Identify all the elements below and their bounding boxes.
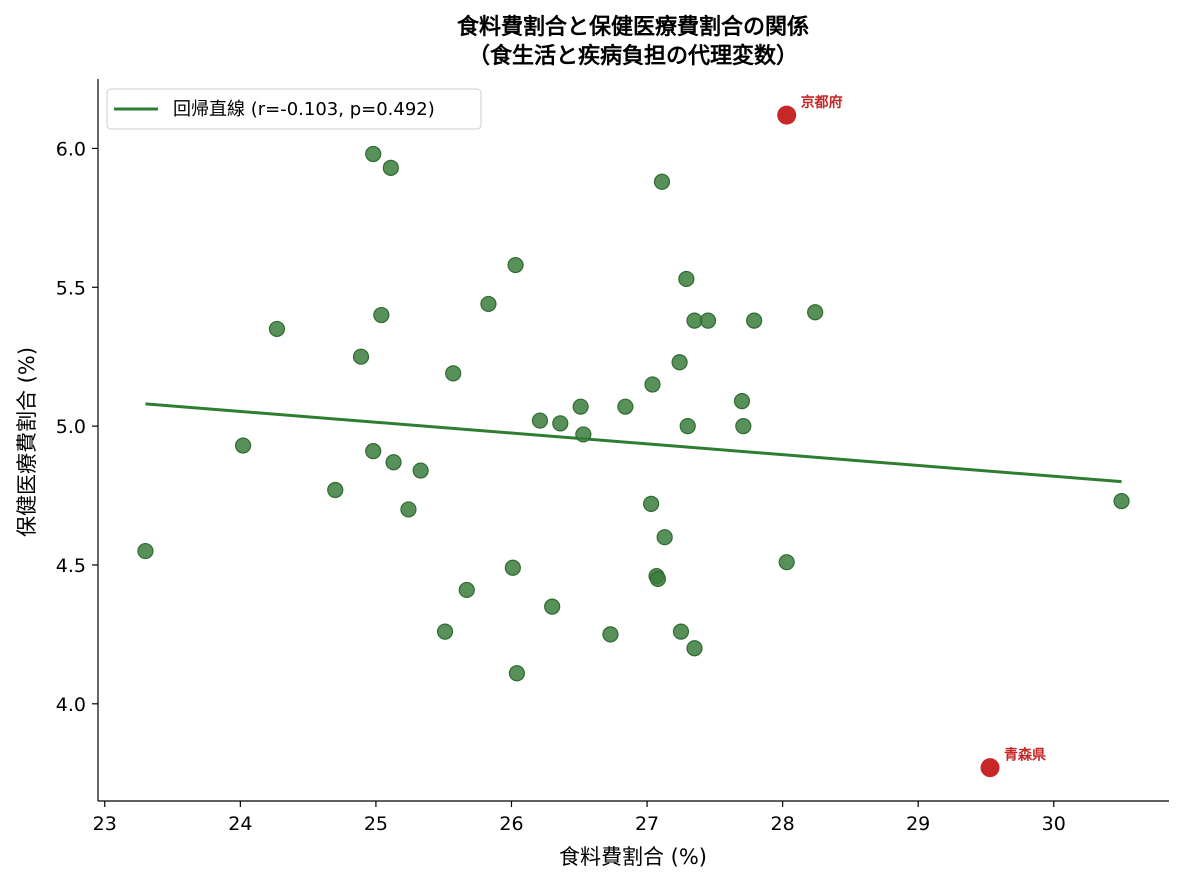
x-tick-label: 27 — [635, 813, 659, 835]
data-point — [575, 426, 592, 443]
data-point — [507, 256, 524, 274]
data-point — [686, 640, 703, 657]
y-axis-label: 保健医療費割合 (%) — [15, 347, 39, 537]
data-point — [385, 454, 402, 471]
x-tick-label: 24 — [228, 813, 252, 835]
data-point — [686, 312, 703, 329]
data-point — [458, 581, 475, 599]
data-point — [268, 320, 286, 338]
legend-entry-regression: 回帰直線 (r=-0.103, p=0.492) — [173, 99, 435, 120]
x-axis-label: 食料費割合 (%) — [559, 845, 707, 869]
y-tick-label: 4.5 — [56, 555, 86, 577]
y-tick-label: 6.0 — [56, 138, 86, 160]
data-point — [234, 437, 252, 454]
data-point — [412, 462, 429, 479]
data-point — [352, 348, 370, 365]
legend-box — [106, 88, 482, 130]
data-point — [572, 398, 589, 415]
x-tick-label: 29 — [906, 813, 930, 835]
y-tick-label: 5.0 — [56, 416, 86, 438]
data-point — [653, 173, 671, 190]
x-tick-label: 26 — [499, 813, 523, 835]
data-point — [602, 626, 619, 643]
data-point — [531, 412, 549, 429]
data-point — [480, 295, 497, 313]
legend: 回帰直線 (r=-0.103, p=0.492) — [106, 88, 482, 130]
chart-title-line2: （食生活と疾病負担の代理変数） — [468, 43, 798, 69]
highlighted-point — [777, 105, 797, 125]
data-point — [445, 365, 462, 382]
x-tick-label: 28 — [771, 813, 795, 835]
data-point — [1113, 492, 1130, 510]
data-point — [807, 304, 824, 321]
data-point — [778, 554, 795, 571]
y-tick-label: 5.5 — [56, 277, 86, 299]
data-point — [679, 418, 696, 435]
data-point — [400, 501, 417, 518]
data-point — [137, 542, 154, 560]
axes: 23 24 25 26 27 28 29 30 4.0 4.5 5.0 5.5 6.0 — [56, 79, 1169, 835]
x-tick-label: 25 — [364, 813, 388, 835]
x-tick-label: 30 — [1042, 813, 1066, 835]
data-point — [656, 529, 673, 546]
data-point — [327, 481, 344, 499]
chart-title-line1: 食料費割合と保健医療費割合の関係 — [457, 14, 809, 40]
data-point — [678, 270, 695, 288]
regression-line — [145, 402, 1122, 484]
data-point — [365, 145, 382, 163]
highlight-label: 青森県 — [1004, 747, 1046, 764]
data-point — [649, 570, 667, 587]
data-point — [504, 559, 521, 576]
data-point — [365, 443, 382, 460]
data-point — [544, 598, 561, 615]
data-point — [699, 312, 717, 329]
x-tick-label: 23 — [93, 813, 117, 835]
data-point — [373, 306, 390, 324]
data-point — [552, 415, 569, 432]
y-tick-label: 4.0 — [56, 694, 86, 716]
data-point — [644, 376, 661, 393]
data-point — [436, 623, 454, 640]
data-point — [735, 418, 752, 435]
data-point — [733, 393, 751, 410]
highlighted-point — [980, 758, 1000, 778]
data-point — [508, 665, 526, 682]
highlight-label: 京都府 — [801, 94, 843, 111]
data-point — [746, 312, 763, 329]
data-point — [617, 398, 634, 415]
data-point — [382, 159, 399, 176]
data-point — [672, 623, 690, 640]
data-point — [671, 354, 688, 371]
data-point — [643, 495, 660, 512]
